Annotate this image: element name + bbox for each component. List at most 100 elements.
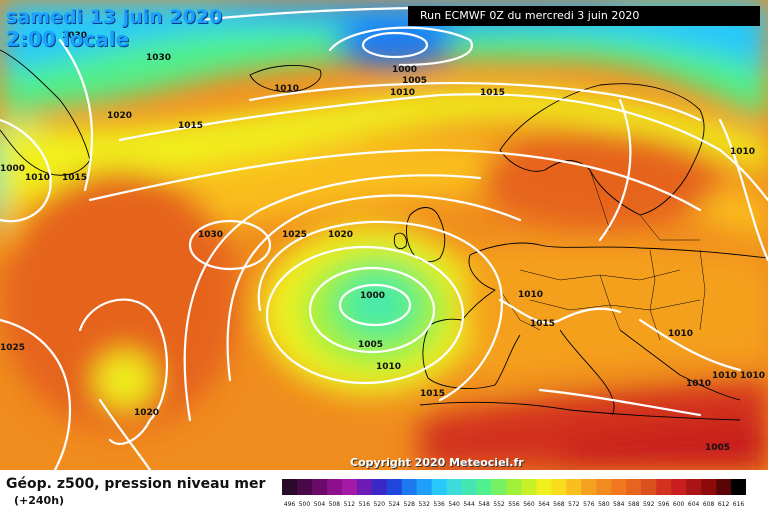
isobar-label: 1010 xyxy=(730,147,755,157)
colorbar-swatch xyxy=(551,479,567,495)
colorbar-tick-label: 520 xyxy=(374,501,386,508)
colorbar-swatch xyxy=(296,479,313,495)
colorbar-swatch xyxy=(536,479,552,495)
isobar-1020-arc xyxy=(226,194,522,382)
colorbar-swatch xyxy=(446,479,462,495)
isobar-label: 1005 xyxy=(402,76,427,86)
colorbar-swatch xyxy=(491,479,507,495)
field-europe-orange xyxy=(463,245,768,380)
isobar-west-1020-bottom xyxy=(98,398,152,470)
colorbar-swatch xyxy=(581,479,597,495)
colorbar-tick-label: 568 xyxy=(553,501,565,508)
colorbar-swatch xyxy=(341,479,358,495)
isobar-label: 1030 xyxy=(146,53,171,63)
isobar-greenland-1015 xyxy=(58,38,93,192)
colorbar-tick-label: 608 xyxy=(703,501,715,508)
colorbar-swatch xyxy=(566,479,582,495)
colorbar-tick-label: 536 xyxy=(433,501,445,508)
geopotential-map: 1030 1030 1000 1005 1010 1010 1015 1020 … xyxy=(0,0,768,470)
isobars xyxy=(0,6,768,470)
copyright-notice: Copyright 2020 Meteociel.fr xyxy=(350,456,524,469)
isobar-greenland-low xyxy=(0,118,52,223)
isobar-label: 1015 xyxy=(480,88,505,98)
colorbar-swatch xyxy=(521,479,537,495)
isobar-1025-arc xyxy=(183,174,482,422)
field-yellow-belt xyxy=(0,87,768,200)
isobar-iberia-1010 xyxy=(498,298,622,324)
coast-western-europe xyxy=(469,242,768,259)
colorbar-tick-label: 532 xyxy=(418,501,430,508)
colorbar-tick-label: 580 xyxy=(598,501,610,508)
isobar-label: 1020 xyxy=(328,230,353,240)
isobar-label: 1000 xyxy=(392,65,417,75)
field-low-iceland xyxy=(335,23,455,67)
colorbar-swatch xyxy=(506,479,522,495)
coast-iceland xyxy=(249,65,322,93)
colorbar-tick-label: 540 xyxy=(448,501,460,508)
coast-italy xyxy=(559,329,615,416)
colorbar-tick-label: 560 xyxy=(523,501,535,508)
model-run-info: Run ECMWF 0Z du mercredi 3 juin 2020 xyxy=(408,6,760,26)
isobar-1015-north xyxy=(118,93,768,202)
colorbar-swatch xyxy=(311,479,328,495)
colorbar-tick-label: 616 xyxy=(733,501,745,508)
isobar-azores-1030 xyxy=(188,219,272,271)
isobar-label: 1020 xyxy=(134,408,159,418)
colorbar-swatch xyxy=(596,479,612,495)
field-small-cold xyxy=(95,352,155,408)
isobar-label: 1010 xyxy=(25,173,50,183)
colorbar-swatch xyxy=(416,479,432,495)
isobar-label: 1010 xyxy=(686,379,711,389)
isobar-label: 1020 xyxy=(107,111,132,121)
colorbar-swatch xyxy=(476,479,492,495)
colorbar-swatch xyxy=(686,479,702,495)
forecast-date: samedi 13 juin 2020 xyxy=(6,6,223,28)
isobar-iceland-1005 xyxy=(328,26,473,67)
colorbar-tick-label: 512 xyxy=(344,501,356,508)
colorbar-tick-label: 548 xyxy=(478,501,490,508)
colorbar-swatch xyxy=(626,479,642,495)
colorbar-swatch xyxy=(401,479,418,495)
colorbar-swatch xyxy=(326,479,343,495)
colorbar-swatch xyxy=(731,479,746,495)
forecast-valid-time: samedi 13 juin 2020 2:00 locale xyxy=(6,6,222,50)
isobar-label: 1005 xyxy=(358,340,383,350)
colorbar-swatch xyxy=(656,479,672,495)
colorbar-tick-label: 584 xyxy=(613,501,625,508)
isobar-label: 1010 xyxy=(274,84,299,94)
coast-british-isles xyxy=(393,207,446,263)
isobar-cutoff-1005 xyxy=(308,266,436,354)
field-cutoff-center xyxy=(356,285,400,321)
colorbar-tick-label: 596 xyxy=(658,501,670,508)
isobar-label: 1030 xyxy=(62,31,87,41)
colorbar-tick-label: 528 xyxy=(404,501,416,508)
isobar-label: 1015 xyxy=(178,121,203,131)
colorbar-tick-label: 504 xyxy=(314,501,326,508)
colorbar-swatch xyxy=(386,479,403,495)
isobar-label: 1010 xyxy=(668,329,693,339)
isobar-label: 1010 xyxy=(740,371,765,381)
colorbar-tick-label: 588 xyxy=(628,501,640,508)
isobar-label: 1010 xyxy=(712,371,737,381)
isobar-label: 1010 xyxy=(376,362,401,372)
colorbar-tick-label: 500 xyxy=(299,501,311,508)
isobar-europe-1010 xyxy=(638,318,742,372)
colorbar-swatch xyxy=(641,479,657,495)
isobar-label: 1015 xyxy=(62,173,87,183)
isobar-label: 1000 xyxy=(0,164,25,174)
isobar-southwest-loop xyxy=(78,298,168,446)
colorbar-tick-label: 556 xyxy=(508,501,520,508)
isobar-label: 1025 xyxy=(282,230,307,240)
isobar-mediterranean xyxy=(538,388,702,417)
coastlines xyxy=(0,49,768,421)
isobar-label: 1030 xyxy=(198,230,223,240)
isobar-label: 1015 xyxy=(420,389,445,399)
colorbar-swatch xyxy=(371,479,388,495)
isobar-cutoff-1000 xyxy=(338,283,412,327)
isobar-iceland-low xyxy=(361,31,429,59)
coast-north-africa xyxy=(419,401,741,421)
colorbar-tick-labels: 496 500 504 508 512 516 520 524 528 532 536 540 544 5… xyxy=(284,501,745,508)
isobar-label: 1005 xyxy=(705,443,730,453)
colorbar-swatches xyxy=(282,479,746,495)
colorbar-tick-label: 576 xyxy=(583,501,595,508)
